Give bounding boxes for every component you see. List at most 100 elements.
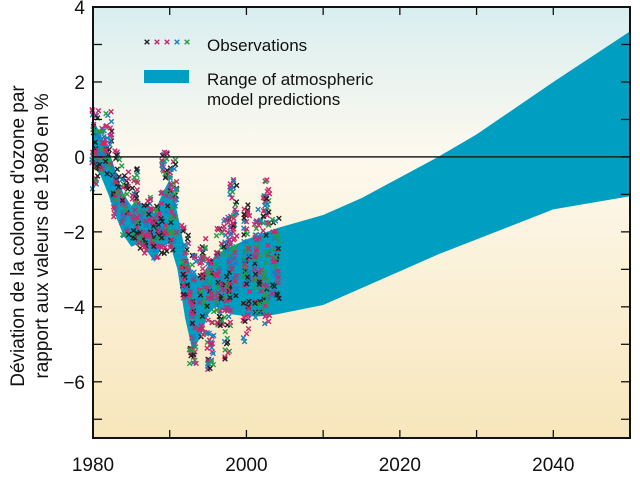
observation-point	[161, 250, 168, 257]
observation-point	[121, 172, 128, 179]
observation-point	[99, 129, 105, 136]
observation-point	[255, 206, 261, 213]
observation-point	[205, 317, 211, 323]
observation-point	[182, 274, 188, 281]
observation-point	[260, 274, 267, 281]
observation-point	[276, 238, 282, 244]
observation-point	[253, 236, 260, 243]
observation-point	[119, 214, 126, 221]
observation-point	[266, 191, 273, 197]
observation-point	[118, 163, 125, 169]
observation-point	[147, 196, 154, 203]
y-tick-label: 0	[74, 148, 85, 169]
observation-point	[210, 332, 217, 339]
observation-point	[202, 278, 209, 285]
observation-point	[168, 219, 174, 226]
observation-point	[227, 185, 234, 192]
observation-point	[191, 269, 197, 275]
observation-point	[264, 177, 270, 183]
observation-point	[130, 227, 137, 234]
observation-point	[173, 196, 180, 203]
observation-point	[246, 298, 252, 305]
x-tick-label: 2000	[225, 455, 267, 476]
observation-point	[215, 268, 222, 275]
observation-point	[253, 276, 259, 283]
observation-point	[254, 243, 261, 249]
observation-point	[107, 142, 113, 148]
observation-point	[150, 220, 157, 226]
observation-point	[125, 169, 132, 175]
observation-point	[134, 179, 141, 186]
observation-point	[229, 189, 236, 195]
observation-point	[103, 147, 109, 153]
observation-point	[104, 171, 110, 177]
observation-point	[119, 197, 126, 204]
observation-point	[199, 274, 206, 281]
observation-point	[241, 215, 247, 221]
observation-point	[252, 314, 259, 321]
observation-point	[188, 310, 195, 317]
observation-point	[162, 228, 169, 234]
observation-point	[198, 259, 205, 266]
observation-point	[213, 249, 220, 256]
observation-point	[242, 318, 248, 325]
observation-point	[107, 125, 114, 131]
observation-point	[102, 158, 109, 165]
observation-point	[137, 235, 144, 242]
observation-point	[199, 313, 206, 320]
observation-point	[187, 298, 193, 304]
observation-point	[233, 199, 240, 205]
observation-point	[240, 257, 247, 264]
observation-point	[208, 260, 214, 267]
observation-point	[240, 300, 247, 307]
observation-point	[260, 208, 267, 214]
observation-point	[227, 280, 233, 287]
observation-point	[262, 299, 269, 305]
observation-point	[217, 317, 224, 324]
observation-point	[244, 209, 251, 215]
observation-point	[196, 297, 203, 303]
observation-point	[134, 186, 140, 193]
observation-point	[189, 347, 196, 354]
observation-point	[273, 233, 280, 240]
observation-point	[141, 250, 148, 256]
observation-point	[105, 157, 112, 163]
observation-point	[224, 339, 231, 346]
observation-point	[260, 307, 267, 313]
observation-point	[265, 222, 272, 228]
observation-point	[233, 273, 240, 279]
observation-point	[163, 149, 170, 156]
observation-point	[263, 195, 270, 202]
legend-observation-marker	[174, 39, 180, 45]
observation-point	[265, 242, 271, 249]
observation-point	[179, 259, 186, 266]
observation-point	[255, 222, 262, 229]
y-axis-label-line2: rapport aux valeurs de 1980 en %	[32, 93, 53, 378]
observation-point	[197, 246, 203, 252]
observation-point	[153, 206, 160, 213]
observation-point	[265, 318, 272, 325]
observation-point	[230, 249, 237, 255]
observation-point	[251, 266, 258, 272]
observation-point	[111, 172, 118, 179]
observation-point	[270, 229, 276, 235]
plot-frame	[92, 6, 631, 439]
observation-point	[168, 166, 174, 173]
observation-point	[172, 161, 179, 168]
observation-point	[132, 207, 138, 213]
observation-point	[225, 219, 232, 226]
observation-point	[138, 214, 145, 221]
observation-point	[191, 254, 198, 261]
observation-point	[269, 290, 276, 297]
observation-point	[233, 286, 240, 293]
legend-label-model-range-line1: Range of atmospheric	[207, 70, 374, 89]
observation-point	[173, 229, 180, 236]
observation-point	[198, 288, 204, 295]
observation-point	[107, 137, 113, 143]
observation-point	[134, 219, 140, 225]
observation-point	[241, 338, 248, 345]
observation-point	[233, 292, 239, 299]
observation-point	[102, 123, 109, 130]
observation-point	[114, 189, 120, 196]
observation-point	[224, 273, 230, 280]
